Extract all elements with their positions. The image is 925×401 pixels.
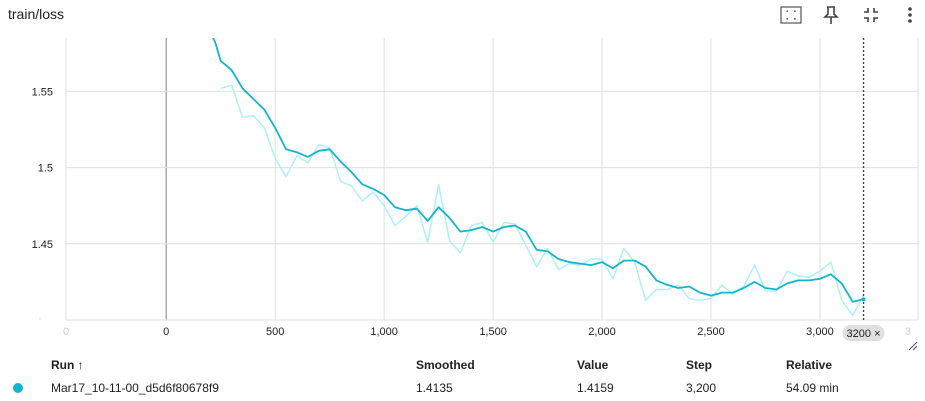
x-tick-label: 2,000 [588, 326, 616, 338]
fit-to-data-button[interactable] [777, 2, 805, 28]
hover-step-badge-label: 3200 × [847, 328, 881, 340]
hover-point [861, 297, 866, 302]
loss-chart[interactable]: 0 500 1,000 1,500 2,000 2,500 3,000 0 3 1.55 1.5 1.… [0, 0, 925, 350]
x-tick-label-faint: 0 [63, 326, 69, 338]
card-title: train/loss [8, 6, 65, 22]
x-tick-label: 3,000 [806, 326, 834, 338]
raw-loss-line [220, 84, 865, 317]
run-color-dot [13, 383, 23, 393]
hover-step-badge [842, 325, 885, 341]
column-header-step: Step [686, 358, 713, 372]
column-header-relative: Relative [786, 358, 833, 372]
resize-handle-icon[interactable] [908, 341, 918, 351]
smoothed-loss-line [212, 38, 864, 303]
column-header-smoothed: Smoothed [416, 358, 475, 372]
raw-value: 1.4159 [577, 381, 614, 395]
x-tick-label: 1,500 [479, 326, 507, 338]
collapse-icon [864, 8, 878, 22]
column-header-value: Value [577, 358, 609, 372]
more-menu-button[interactable] [896, 2, 924, 28]
smoothed-value: 1.4135 [416, 381, 453, 395]
x-tick-label: 1,000 [370, 326, 398, 338]
pin-button[interactable] [817, 2, 845, 28]
y-tick-label: 1.5 [38, 163, 53, 175]
y-tick-label: 1.45 [32, 239, 53, 251]
x-tick-label: 0 [163, 326, 169, 338]
step-value: 3,200 [686, 381, 717, 395]
x-tick-label: 2,500 [697, 326, 725, 338]
x-tick-label-faint: 3 [905, 326, 911, 338]
y-tick-label-faint: · [38, 313, 42, 325]
x-tick-label: 500 [266, 326, 284, 338]
y-tick-label: 1.55 [32, 86, 53, 98]
column-header-run[interactable]: Run ↑ [51, 358, 84, 372]
fit-to-data-icon [780, 6, 802, 24]
relative-time: 54.09 min [786, 381, 839, 395]
run-name: Mar17_10-11-00_d5d6f80678f9 [51, 381, 219, 395]
pin-icon [823, 6, 839, 24]
collapse-button[interactable] [857, 2, 885, 28]
more-vert-icon [908, 7, 912, 23]
